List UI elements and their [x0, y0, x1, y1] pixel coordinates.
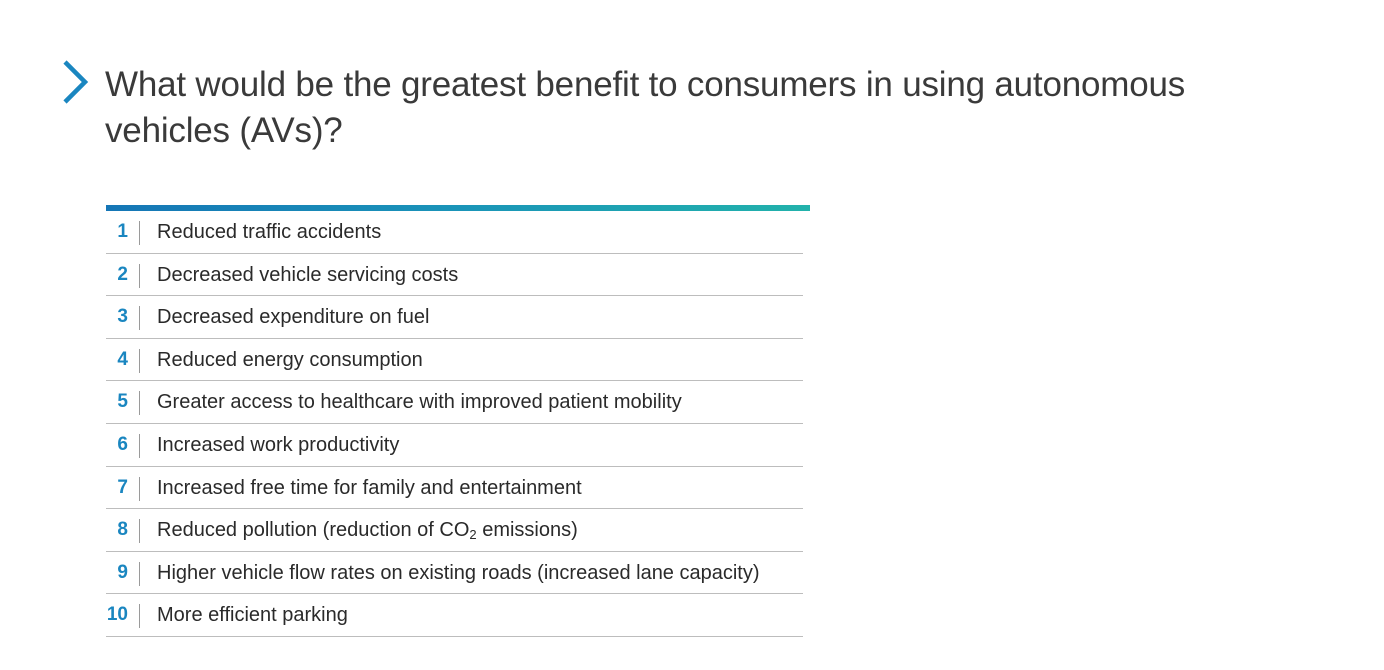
- item-separator: [139, 306, 140, 331]
- item-separator: [139, 391, 140, 416]
- item-separator: [139, 519, 140, 544]
- item-rank: 7: [117, 476, 128, 498]
- item-rank: 10: [106, 604, 128, 626]
- list-item: 9 Higher vehicle flow rates on existing …: [106, 552, 803, 595]
- item-separator: [139, 604, 140, 629]
- ranking-list: 1 Reduced traffic accidents 2 Decreased …: [106, 205, 810, 637]
- item-label-text-after: emissions): [476, 519, 578, 542]
- item-label: More efficient parking: [157, 604, 348, 627]
- item-rank: 9: [117, 561, 128, 583]
- list-item: 5 Greater access to healthcare with impr…: [106, 381, 803, 424]
- item-rank: 5: [117, 391, 128, 413]
- item-rank: 1: [117, 221, 128, 242]
- list-item: 6 Increased work productivity: [106, 424, 803, 467]
- item-separator: [139, 561, 140, 586]
- item-label: Reduced energy consumption: [157, 348, 423, 371]
- item-label: Decreased expenditure on fuel: [157, 306, 430, 329]
- list-item: 8 Reduced pollution (reduction of CO2 em…: [106, 509, 803, 552]
- list-item: 3 Decreased expenditure on fuel: [106, 296, 803, 339]
- item-rank: 8: [117, 519, 128, 541]
- item-label: Increased free time for family and enter…: [157, 476, 582, 499]
- item-rank: 4: [117, 348, 128, 370]
- item-label: Greater access to healthcare with improv…: [157, 391, 682, 414]
- item-separator: [139, 433, 140, 458]
- item-label: Decreased vehicle servicing costs: [157, 263, 459, 286]
- item-label-text: Reduced pollution (reduction of CO: [157, 519, 470, 542]
- chevron-right-icon: [63, 60, 89, 104]
- item-label: Reduced pollution (reduction of CO2 emis…: [157, 509, 578, 551]
- item-rank: 6: [117, 433, 128, 455]
- question-title: What would be the greatest benefit to co…: [105, 65, 1186, 150]
- list-item: 4 Reduced energy consumption: [106, 339, 803, 382]
- list-item: 7 Increased free time for family and ent…: [106, 467, 803, 510]
- item-label: Reduced traffic accidents: [157, 221, 382, 243]
- list-item: 1 Reduced traffic accidents: [106, 211, 803, 254]
- item-label: Increased work productivity: [157, 433, 400, 456]
- item-separator: [139, 476, 140, 501]
- list-item: 2 Decreased vehicle servicing costs: [106, 254, 803, 297]
- item-separator: [139, 348, 140, 373]
- benefit-list: 1 Reduced traffic accidents 2 Decreased …: [106, 211, 803, 637]
- item-separator: [139, 263, 140, 288]
- item-rank: 2: [117, 263, 128, 285]
- item-label: Higher vehicle flow rates on existing ro…: [157, 561, 760, 584]
- subscript-two: 2: [469, 527, 477, 543]
- item-rank: 3: [117, 306, 128, 328]
- top-divider: [106, 205, 810, 211]
- list-item: 10 More efficient parking: [106, 594, 803, 637]
- item-separator: [139, 221, 140, 245]
